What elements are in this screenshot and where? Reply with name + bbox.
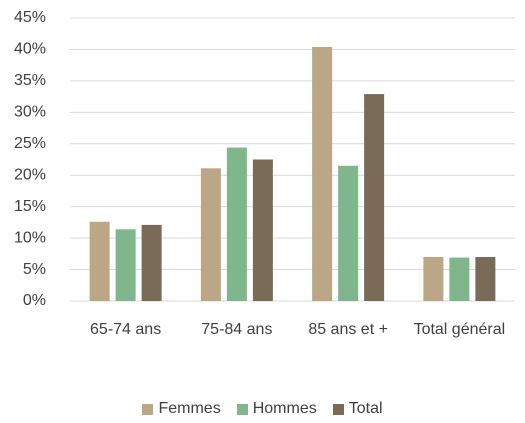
y-tick-label: 30% [14, 104, 46, 121]
bar [338, 165, 359, 301]
bar [423, 256, 444, 301]
bar [364, 94, 385, 302]
x-tick-label: 75-84 ans [201, 321, 273, 338]
bar [89, 221, 110, 301]
legend-label: Femmes [158, 400, 221, 417]
legend-label: Hommes [252, 400, 317, 417]
legend-swatch [236, 403, 248, 415]
y-tick-label: 25% [14, 135, 46, 152]
y-tick-label: 20% [14, 166, 46, 183]
y-tick-label: 0% [23, 292, 46, 309]
y-tick-label: 40% [14, 41, 46, 58]
legend-swatch [142, 403, 154, 415]
y-tick-label: 35% [14, 72, 46, 89]
x-tick-label: Total général [413, 321, 506, 338]
bar [475, 256, 496, 301]
legend: Femmes Hommes Total [0, 400, 525, 418]
legend-label: Total [348, 400, 383, 417]
bar [449, 257, 470, 301]
legend-item: Femmes [142, 400, 221, 418]
bar [252, 159, 273, 301]
y-tick-label: 15% [14, 198, 46, 215]
bar [200, 168, 221, 301]
bar [115, 229, 136, 301]
bar [226, 147, 247, 301]
x-tick-label: 85 ans et + [308, 321, 388, 338]
y-tick-label: 45% [14, 9, 46, 26]
legend-item: Total [332, 400, 383, 418]
legend-item: Hommes [236, 400, 317, 418]
bar [312, 46, 333, 301]
y-tick-label: 5% [23, 261, 46, 278]
legend-swatch [332, 403, 344, 415]
bar [141, 224, 162, 301]
y-tick-label: 10% [14, 229, 46, 246]
x-tick-label: 65-74 ans [90, 321, 162, 338]
